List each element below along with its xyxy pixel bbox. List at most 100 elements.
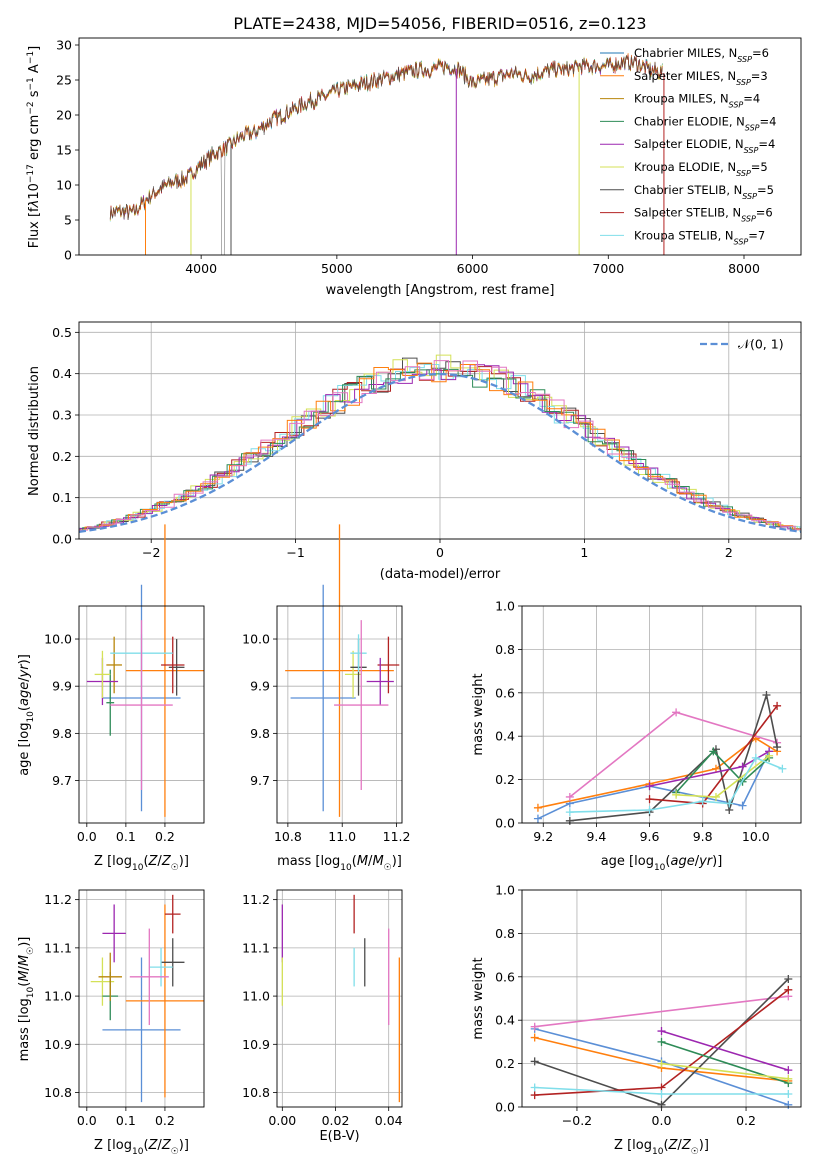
weight_vs_age-axes: 9.2 9.4 9.6 9.8 10.0 0.0 0.2 0.4 0.6 0.8 1.0 age [l…: [471, 599, 802, 873]
residuals-axes: −2 −1 0 1 2 0.0 0.1 0.2 0.3 0.4 0.5 𝒩(0, 1) (data-mo…: [27, 321, 802, 582]
y-tick-label: 9.7: [52, 773, 72, 788]
age_vs_mass-frame: [276, 605, 403, 824]
plus-marker: [698, 797, 707, 806]
x-tick-label: 0.2: [155, 1113, 175, 1128]
plus-marker: [773, 701, 782, 710]
y-tick-label: 0.4: [495, 729, 515, 744]
x-tick-label: 0.00: [268, 1113, 296, 1128]
plus-marker: [672, 790, 681, 799]
label-part: −17: [26, 164, 36, 183]
plus-marker: [762, 690, 771, 699]
x-tick-label: 6000: [457, 261, 489, 276]
plus-marker: [657, 1059, 666, 1068]
plus-marker: [709, 747, 718, 756]
x-tick-label: −2: [142, 545, 160, 560]
spectrum-legend: Chabrier MILES, NSSP=6 Salpeter MILES, NS…: [600, 46, 776, 246]
label-part: )]: [17, 937, 32, 947]
label-part: age: [670, 854, 694, 869]
y-tick-label: 0.8: [495, 926, 515, 941]
x-tick-label: 11.0: [328, 829, 356, 844]
y-tick-label: 11.0: [44, 989, 72, 1004]
x-axis-label: Z [log10(Z/Z☉)]: [614, 1138, 709, 1157]
label-part: /: [368, 854, 373, 869]
legend-label: Salpeter MILES, NSSP=3: [634, 69, 768, 87]
legend-label-tail: =4: [760, 114, 777, 128]
plus-marker: [784, 1074, 793, 1083]
y-tick-label: 15: [56, 143, 72, 158]
weight_vs_Z-axes: −0.2 0.0 0.20.00.20.40.60.81.0Z [log10(Z/Z…: [471, 883, 802, 1157]
x-axis-label: wavelength [Angstrom, rest frame]: [326, 283, 555, 298]
legend-label-main: Kroupa STELIB, N: [634, 228, 734, 242]
legend-label: 𝒩(0, 1): [738, 337, 784, 352]
label-part: −1: [26, 51, 36, 64]
plus-marker: [784, 974, 793, 983]
label-part: /: [17, 677, 32, 682]
legend-label: Chabrier MILES, NSSP=6: [634, 46, 769, 64]
legend-label: Chabrier STELIB, NSSP=5: [634, 183, 774, 201]
x-tick-label: 11.2: [383, 829, 411, 844]
x-tick-label: 0.0: [652, 1113, 672, 1128]
legend-label: Kroupa STELIB, NSSP=7: [634, 228, 765, 246]
label-part: (: [143, 1138, 148, 1153]
legend-label-main: Chabrier STELIB, N: [634, 183, 742, 197]
label-part: Z: [148, 1138, 159, 1153]
histograms: [79, 354, 801, 533]
y-tick-label: 11.2: [44, 892, 72, 907]
plus-marker: [645, 805, 654, 814]
label-part: 10: [654, 863, 666, 873]
label-part: Flux [f: [27, 207, 42, 248]
weight-series-line: [675, 750, 770, 794]
y-tick-label: 0.8: [495, 642, 515, 657]
plus-marker: [738, 762, 747, 771]
plus-marker: [657, 1100, 666, 1109]
label-part: )]: [17, 654, 32, 664]
label-part: /: [157, 1138, 162, 1153]
plus-marker: [530, 1057, 539, 1066]
label-part: (: [17, 706, 32, 711]
legend-label: Salpeter STELIB, NSSP=6: [634, 206, 773, 224]
label-part: 10: [27, 183, 42, 200]
label-part: (: [352, 854, 357, 869]
weight_vs_Z-frame: [521, 889, 802, 1108]
x-tick-label: 0.1: [116, 1113, 136, 1128]
weight-series-line: [569, 756, 783, 813]
label-part: Z: [161, 854, 172, 869]
legend-label-main: Salpeter ELODIE, N: [634, 137, 744, 151]
histogram-series: [79, 357, 801, 531]
label-part: ☉: [171, 863, 179, 873]
plus-marker: [778, 764, 787, 773]
plus-marker: [784, 1100, 793, 1109]
legend-label-sub: SSP: [745, 123, 760, 132]
plus-marker: [784, 1089, 793, 1098]
plus-marker: [530, 1091, 539, 1100]
legend-label-main: Chabrier ELODIE, N: [634, 114, 745, 128]
y-tick-label: 0.5: [52, 325, 72, 340]
plus-marker: [657, 1089, 666, 1098]
legend-label-sub: SSP: [741, 214, 756, 223]
weight_vs_age-series: [533, 690, 787, 825]
x-tick-label: 0.02: [322, 1113, 350, 1128]
spectrum-series-line: [109, 55, 663, 255]
legend-label-sub: SSP: [737, 55, 752, 64]
y-axis-label: Normed distribution: [27, 366, 42, 496]
label-part: /: [677, 1138, 682, 1153]
y-tick-label: 9.8: [250, 726, 270, 741]
weight-series-line: [534, 995, 789, 1028]
residuals-frame: [78, 321, 802, 540]
y-tick-label: 1.0: [495, 883, 515, 898]
label-part: yr: [17, 663, 32, 679]
label-part: )]: [712, 854, 722, 869]
plus-marker: [565, 816, 574, 825]
y-axis-label: mass [log10(M/M☉)]: [17, 937, 36, 1062]
mass_vs_EBV-frame: [276, 889, 403, 1108]
label-part: ☉: [384, 863, 392, 873]
plus-marker: [565, 808, 574, 817]
label-part: age [log: [17, 723, 32, 776]
legend-label-tail: =5: [757, 183, 774, 197]
y-tick-label: 11.1: [242, 940, 270, 955]
legend-label-sub: SSP: [736, 169, 751, 178]
y-tick-label: 9.9: [250, 679, 270, 694]
label-part: Z [log: [614, 1138, 652, 1153]
